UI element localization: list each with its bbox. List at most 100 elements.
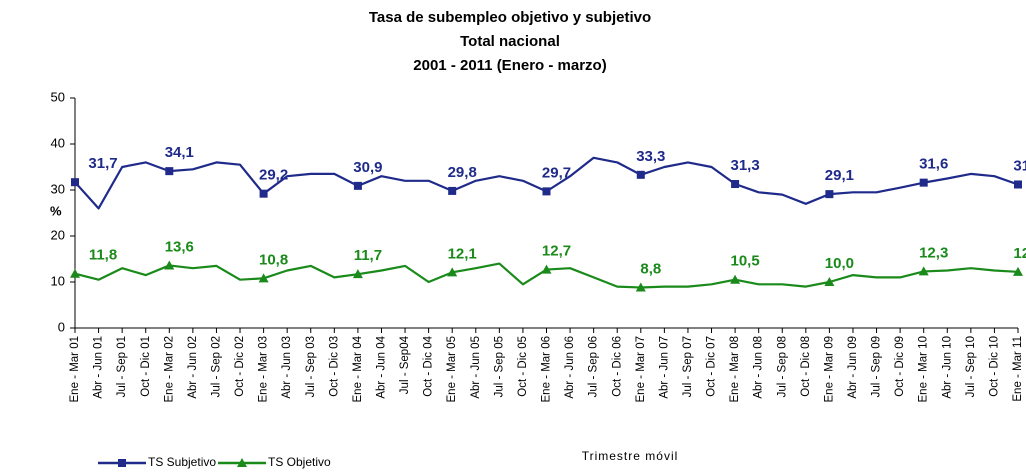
y-tick-label: 50: [51, 89, 65, 104]
legend-label: TS Objetivo: [268, 455, 331, 469]
data-label: 29,7: [542, 164, 571, 181]
marker: [635, 282, 646, 292]
marker: [353, 181, 362, 190]
y-tick-label: 40: [51, 135, 65, 150]
x-tick-label: Oct - Dic 02: [234, 336, 246, 397]
x-tick-label: Abr - Jun 06: [564, 336, 576, 399]
marker: [258, 273, 269, 283]
y-tick-label: 20: [51, 227, 65, 242]
data-label: 31,2: [1013, 157, 1026, 174]
x-tick-label: Abr - Jun 02: [187, 336, 199, 399]
marker: [636, 170, 645, 179]
y-tick-label: 0: [58, 319, 65, 334]
legend-marker: [237, 458, 247, 467]
marker: [70, 268, 80, 278]
x-tick-label: Jul - Sep 01: [116, 336, 128, 397]
x-tick-label: Ene - Mar 09: [823, 336, 835, 402]
y-axis-label: %: [50, 203, 62, 218]
x-tick-label: Oct - Dic 05: [517, 336, 529, 397]
chart-subtitle: Total nacional: [460, 33, 560, 50]
x-tick-label: Oct - Dic 04: [423, 335, 435, 396]
x-tick-label: Jul - Sep 09: [871, 336, 883, 397]
x-tick-label: Ene - Mar 06: [541, 336, 553, 402]
data-label: 12,2: [1013, 245, 1026, 262]
x-tick-label: Abr - Jun 05: [470, 336, 482, 399]
marker: [541, 264, 552, 274]
x-tick-label: Ene - Mar 10: [918, 336, 930, 402]
data-label: 31,3: [730, 157, 759, 174]
x-tick-label: Ene - Mar 04: [352, 335, 364, 402]
x-tick-label: Jul - Sep 03: [305, 336, 317, 397]
marker: [1014, 180, 1022, 189]
chart-subtitle: 2001 - 2011 (Enero - marzo): [413, 57, 606, 74]
x-tick-label: Jul - Sep 08: [776, 336, 788, 397]
data-label: 8,8: [640, 260, 661, 277]
marker: [165, 167, 174, 176]
data-label: 13,6: [165, 238, 194, 255]
data-label: 29,2: [259, 167, 288, 184]
marker: [918, 266, 929, 276]
x-tick-label: Abr - Jun 07: [658, 336, 670, 399]
marker: [448, 186, 457, 195]
x-axis-label: Trimestre móvil: [582, 449, 679, 463]
x-tick-label: Abr - Jun 10: [941, 336, 953, 399]
legend-marker: [118, 459, 126, 467]
x-tick-label: Ene - Mar 07: [635, 336, 647, 402]
marker: [825, 190, 834, 199]
data-label: 10,8: [259, 251, 288, 268]
data-label: 34,1: [165, 144, 194, 161]
marker: [259, 189, 268, 198]
x-tick-label: Jul - Sep 02: [210, 336, 222, 397]
marker: [447, 267, 458, 277]
data-label: 31,6: [919, 156, 948, 173]
x-tick-label: Oct - Dic 01: [140, 336, 152, 397]
x-tick-label: Abr - Jun 01: [93, 336, 105, 399]
chart-title: Tasa de subempleo objetivo y subjetivo: [369, 9, 651, 26]
x-tick-label: Ene - Mar 11: [1012, 336, 1024, 402]
x-tick-label: Jul - Sep 10: [965, 336, 977, 397]
x-tick-label: Oct - Dic 06: [611, 336, 623, 397]
legend-label: TS Subjetivo: [148, 455, 216, 469]
x-tick-label: Abr - Jun 09: [847, 336, 859, 399]
x-tick-label: Jul - Sep 05: [493, 336, 505, 397]
marker: [1013, 266, 1023, 276]
marker: [542, 187, 551, 196]
y-tick-label: 10: [51, 273, 65, 288]
x-tick-label: Abr - Jun 03: [281, 336, 293, 399]
x-tick-label: Oct - Dic 09: [894, 336, 906, 397]
x-tick-label: Ene - Mar 02: [163, 336, 175, 402]
marker: [352, 269, 363, 279]
data-label: 31,7: [88, 155, 117, 172]
x-tick-label: Ene - Mar 05: [446, 336, 458, 402]
marker: [731, 180, 740, 189]
data-label: 30,9: [353, 159, 382, 176]
data-label: 11,7: [354, 247, 382, 264]
x-tick-label: Jul - Sep 07: [682, 336, 694, 397]
data-label: 10,5: [730, 253, 759, 270]
x-tick-label: Oct - Dic 10: [988, 336, 1000, 397]
data-label: 12,3: [919, 244, 948, 261]
marker: [824, 277, 835, 286]
x-tick-label: Jul - Sep04: [399, 335, 411, 394]
x-tick-label: Abr - Jun 04: [376, 335, 388, 398]
marker: [730, 274, 741, 284]
x-tick-label: Ene - Mar 08: [729, 336, 741, 402]
x-tick-label: Abr - Jun 08: [753, 336, 765, 399]
x-tick-label: Ene - Mar 03: [258, 336, 270, 402]
data-label: 11,8: [89, 247, 117, 264]
data-label: 12,7: [542, 243, 571, 260]
marker: [164, 260, 175, 270]
data-label: 10,0: [825, 255, 854, 272]
x-tick-label: Ene - Mar 01: [69, 336, 81, 402]
data-label: 12,1: [448, 245, 477, 262]
marker: [71, 178, 79, 187]
x-tick-label: Jul - Sep 06: [588, 336, 600, 397]
x-tick-label: Oct - Dic 07: [706, 336, 718, 397]
marker: [919, 178, 928, 187]
data-label: 29,1: [825, 167, 854, 184]
x-tick-label: Oct - Dic 08: [800, 336, 812, 397]
x-tick-label: Oct - Dic 03: [328, 336, 340, 397]
data-label: 29,8: [448, 164, 477, 181]
data-label: 33,3: [636, 148, 665, 165]
